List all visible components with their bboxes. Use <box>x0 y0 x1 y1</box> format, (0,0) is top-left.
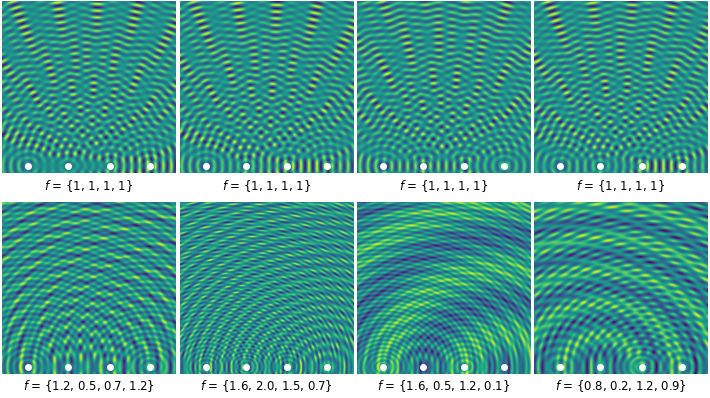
Text: $f$ = {1, 1, 1, 1}: $f$ = {1, 1, 1, 1} <box>44 178 133 194</box>
Text: $f$ = {1, 1, 1, 1}: $f$ = {1, 1, 1, 1} <box>222 178 311 194</box>
Text: $f$ = {0.8, 0.2, 1.2, 0.9}: $f$ = {0.8, 0.2, 1.2, 0.9} <box>555 378 687 394</box>
Text: $f$ = {1.6, 2.0, 1.5, 0.7}: $f$ = {1.6, 2.0, 1.5, 0.7} <box>200 378 332 394</box>
Text: $f$ = {1.6, 0.5, 1.2, 0.1}: $f$ = {1.6, 0.5, 1.2, 0.1} <box>377 378 510 394</box>
Text: $f$ = {1, 1, 1, 1}: $f$ = {1, 1, 1, 1} <box>577 178 666 194</box>
Text: $f$ = {1.2, 0.5, 0.7, 1.2}: $f$ = {1.2, 0.5, 0.7, 1.2} <box>23 378 155 394</box>
Text: $f$ = {1, 1, 1, 1}: $f$ = {1, 1, 1, 1} <box>399 178 488 194</box>
